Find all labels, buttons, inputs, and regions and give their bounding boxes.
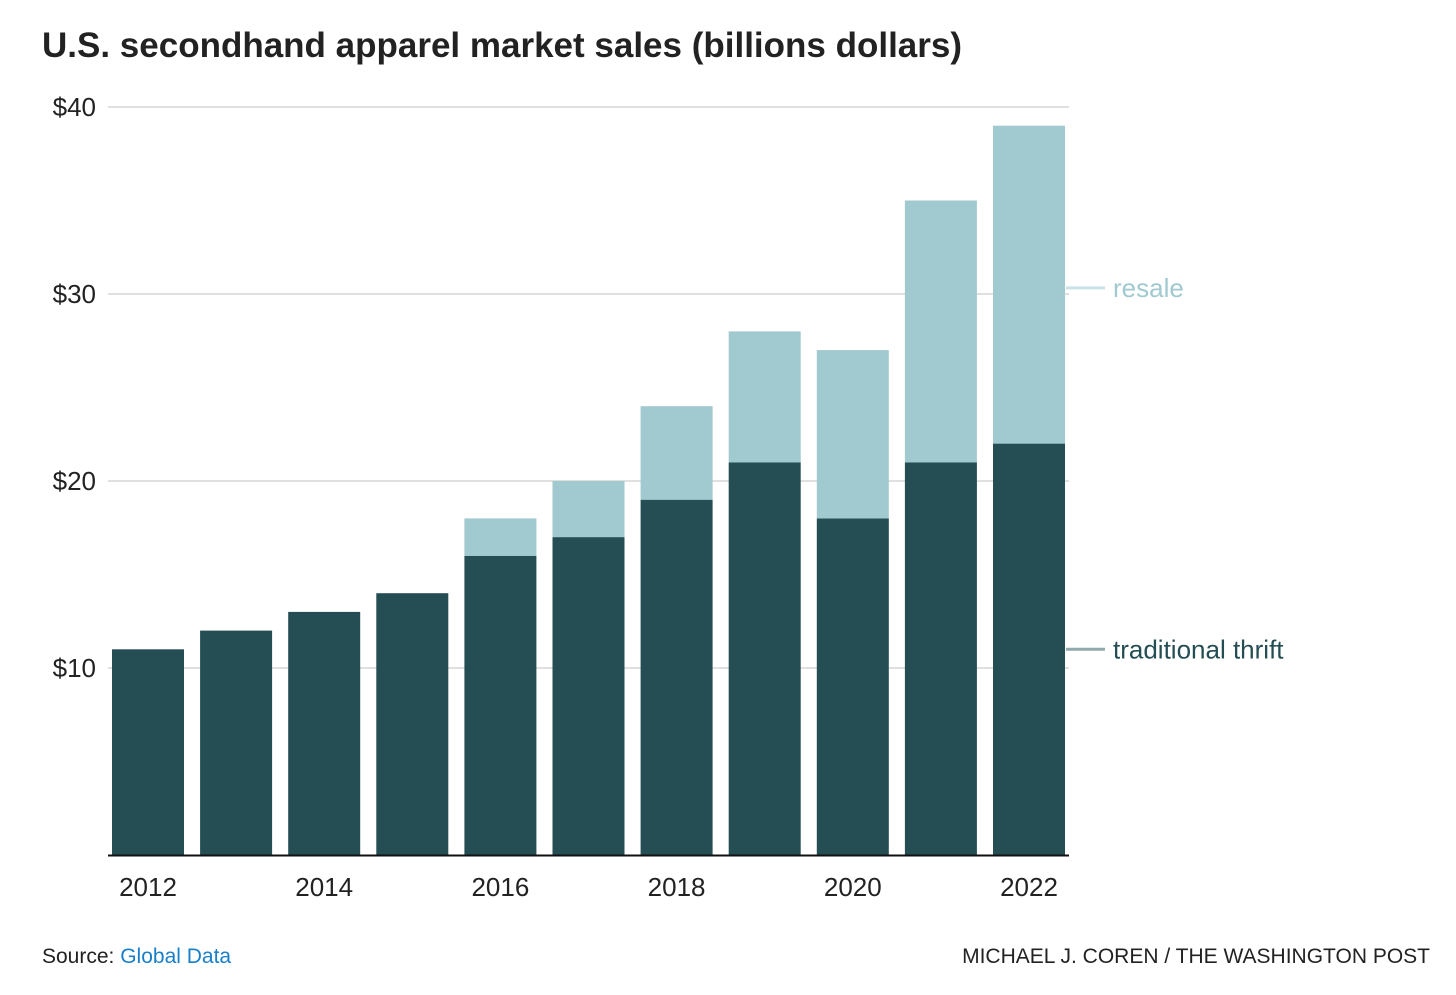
bar-resale-2016 bbox=[464, 518, 537, 556]
chart-title: U.S. secondhand apparel market sales (bi… bbox=[42, 26, 962, 65]
legend-label-resale: resale bbox=[1113, 273, 1184, 303]
bar-traditional-thrift-2018 bbox=[640, 499, 713, 855]
bar-resale-2018 bbox=[640, 406, 713, 500]
bars bbox=[112, 125, 1065, 855]
y-tick-label: $20 bbox=[53, 466, 96, 496]
bar-traditional-thrift-2019 bbox=[728, 462, 801, 855]
x-tick-label: 2020 bbox=[824, 872, 882, 902]
x-tick-label: 2016 bbox=[471, 872, 529, 902]
bar-traditional-thrift-2013 bbox=[200, 630, 273, 855]
bar-traditional-thrift-2015 bbox=[376, 593, 449, 855]
bar-traditional-thrift-2022 bbox=[993, 443, 1065, 855]
legend-label-traditional-thrift: traditional thrift bbox=[1113, 634, 1284, 664]
x-axis-ticks: 2012 2014 2016 2018 2020 2022 bbox=[119, 872, 1058, 902]
bar-resale-2020 bbox=[816, 350, 889, 519]
source-label: Source: bbox=[42, 945, 120, 968]
bar-traditional-thrift-2020 bbox=[816, 518, 889, 855]
x-tick-label: 2014 bbox=[295, 872, 353, 902]
bar-resale-2017 bbox=[552, 481, 625, 538]
bar-traditional-thrift-2021 bbox=[904, 462, 977, 855]
legend: traditional thrift resale bbox=[1066, 273, 1284, 664]
source-link[interactable]: Global Data bbox=[120, 945, 231, 968]
source-note: Source: Global Data bbox=[42, 945, 231, 968]
x-tick-label: 2018 bbox=[648, 872, 706, 902]
bar-traditional-thrift-2014 bbox=[288, 611, 361, 855]
bar-traditional-thrift-2012 bbox=[112, 649, 184, 855]
bar-resale-2021 bbox=[904, 200, 977, 463]
y-tick-label: $10 bbox=[53, 653, 96, 683]
y-tick-label: $30 bbox=[53, 279, 96, 309]
credit-line: MICHAEL J. COREN / THE WASHINGTON POST bbox=[962, 945, 1430, 968]
bar-resale-2022 bbox=[993, 125, 1065, 444]
bar-resale-2019 bbox=[728, 331, 801, 463]
x-tick-label: 2022 bbox=[1000, 872, 1058, 902]
bar-traditional-thrift-2016 bbox=[464, 555, 537, 855]
y-axis-ticks: $10 $20 $30 $40 bbox=[53, 92, 96, 683]
y-tick-label: $40 bbox=[53, 92, 96, 122]
x-tick-label: 2012 bbox=[119, 872, 177, 902]
bar-traditional-thrift-2017 bbox=[552, 537, 625, 855]
